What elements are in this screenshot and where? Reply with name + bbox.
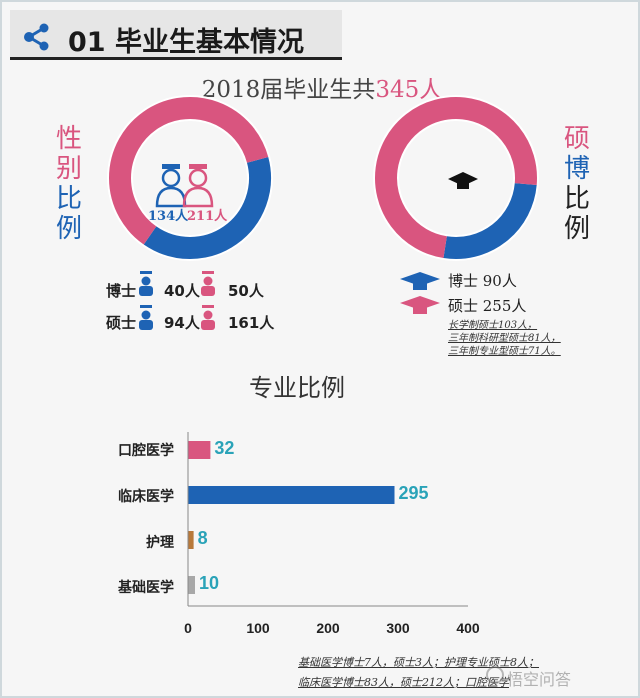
x-tick-label: 0 [184, 620, 192, 636]
gender-row-degree: 博士 [106, 282, 137, 300]
female-graduate-icon [182, 164, 214, 208]
bar-category-label: 基础医学 [118, 580, 174, 596]
degree-side-char: 例 [563, 214, 590, 244]
bar-value-label: 295 [398, 483, 429, 503]
gender-row-male: 94人 [164, 314, 200, 332]
bar-category-label: 口腔医学 [118, 443, 174, 459]
footnote: 基础医学博士7人，硕士3人；护理专业硕士8人； [298, 656, 539, 669]
share-icon [24, 23, 49, 51]
bar-value-label: 10 [199, 573, 220, 593]
degree-side-char: 硕 [563, 124, 590, 154]
bar [188, 441, 211, 459]
gender-side-char: 别 [55, 154, 82, 184]
x-tick-label: 300 [386, 620, 410, 636]
x-tick-label: 200 [316, 620, 340, 636]
bar-value-label: 32 [214, 438, 235, 458]
mortarboard-icon [448, 172, 478, 189]
degree-note: 三年制科研型硕士81人， [448, 333, 561, 344]
x-tick-label: 400 [456, 620, 480, 636]
page-title: 01 毕业生基本情况 [68, 27, 304, 58]
gender-row-male: 40人 [164, 282, 200, 300]
gender-donut-chart [107, 95, 273, 261]
male-small-icon [139, 305, 153, 330]
male-graduate-icon [155, 164, 187, 208]
degree-note: 长学制硕士103人， [448, 320, 538, 331]
x-tick-label: 100 [246, 620, 270, 636]
phd-slice [443, 182, 537, 259]
gender-row-female: 50人 [228, 282, 264, 300]
bar [188, 531, 194, 549]
total-suffix: 人 [419, 77, 443, 103]
gender-row-degree: 硕士 [106, 314, 137, 332]
bar-category-label: 临床医学 [118, 489, 174, 505]
total-number: 345 [375, 77, 420, 103]
phd-hat-icon [400, 272, 440, 290]
gender-row-female: 161人 [228, 314, 275, 332]
male-small-icon [139, 271, 153, 296]
master-slice [375, 97, 537, 259]
female-small-icon [201, 305, 215, 330]
major-bar-chart [188, 441, 395, 594]
degree-side-label: 硕 博 比 例 [560, 124, 594, 244]
footnote: 临床医学博士83人，硕士212人；口腔医学 [298, 676, 509, 689]
total-summary: 2018届毕业生共345人 [2, 70, 638, 104]
degree-donut-chart [373, 95, 539, 261]
female-count: 211人 [187, 205, 227, 224]
phd-legend-label: 博士 90人 [448, 272, 517, 290]
male-count: 134人 [148, 205, 188, 224]
master-legend-label: 硕士 255人 [448, 297, 527, 315]
gender-side-char: 比 [55, 184, 82, 214]
bar [188, 486, 395, 504]
degree-side-char: 博 [563, 154, 590, 184]
watermark-logo-icon [486, 666, 504, 684]
bar-category-label: 护理 [146, 535, 174, 551]
section-header: 01 毕业生基本情况 [10, 10, 342, 60]
female-slice [109, 97, 269, 245]
male-slice [143, 157, 271, 259]
degree-note: 三年制专业型硕士71人。 [448, 346, 561, 357]
male-count-text: 134人 [148, 209, 189, 224]
major-chart-title: 专业比例 [249, 374, 345, 402]
bar-value-label: 8 [197, 528, 208, 548]
gender-side-label: 性 别 比 例 [52, 124, 86, 244]
total-prefix: 2018届毕业生共 [201, 77, 376, 103]
master-hat-icon [400, 296, 440, 314]
bar [188, 576, 195, 594]
gender-side-char: 例 [55, 214, 82, 244]
watermark: 悟空问答 [507, 670, 572, 689]
gender-side-char: 性 [55, 124, 82, 154]
degree-side-char: 比 [563, 184, 590, 214]
female-count-text: 211人 [187, 209, 228, 224]
female-small-icon [201, 271, 215, 296]
